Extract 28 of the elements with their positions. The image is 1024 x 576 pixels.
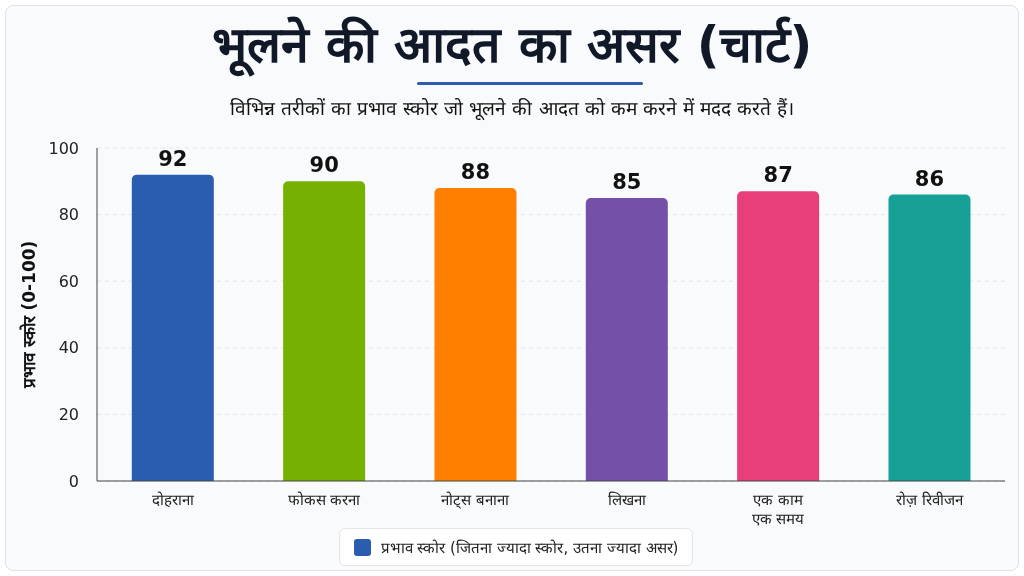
x-tick-label: लिखना xyxy=(607,491,647,509)
data-label: 90 xyxy=(309,153,339,178)
bar xyxy=(434,187,517,481)
data-label: 87 xyxy=(763,163,793,188)
bar xyxy=(131,174,214,481)
y-tick-label: 80 xyxy=(58,205,79,225)
y-tick-label: 40 xyxy=(58,338,79,358)
chart-subtitle: विभिन्न तरीकों का प्रभाव स्कोर जो भूलने की आदत को कम करने में मदद करते हैं। xyxy=(229,96,795,122)
y-tick-label: 60 xyxy=(58,271,79,291)
bar xyxy=(737,191,820,481)
x-tick-label: नोट्स बनाना xyxy=(441,491,511,509)
y-tick-label: 100 xyxy=(48,138,79,158)
x-tick-label: रोज़ रिवीजन xyxy=(895,491,964,509)
legend-label: प्रभाव स्कोर (जितना ज्यादा स्कोर, उतना ज्यादा असर) xyxy=(380,538,679,557)
y-axis-title: प्रभाव स्कोर (0-100) xyxy=(19,240,40,390)
y-tick-label: 20 xyxy=(58,405,79,425)
data-label: 86 xyxy=(914,166,945,191)
data-label: 88 xyxy=(460,159,491,184)
bar xyxy=(585,197,668,481)
data-label: 85 xyxy=(612,169,642,194)
bar xyxy=(283,181,366,481)
y-tick-label: 0 xyxy=(68,471,79,491)
data-label: 92 xyxy=(158,146,188,171)
bar xyxy=(888,194,971,481)
chart-title: भूलने की आदत का असर (चार्ट) xyxy=(210,15,814,78)
x-tick-label: फोकस करना xyxy=(287,491,362,509)
x-tick-label: दोहराना xyxy=(151,491,195,509)
x-tick-label: एक काम एक समय xyxy=(751,491,805,528)
